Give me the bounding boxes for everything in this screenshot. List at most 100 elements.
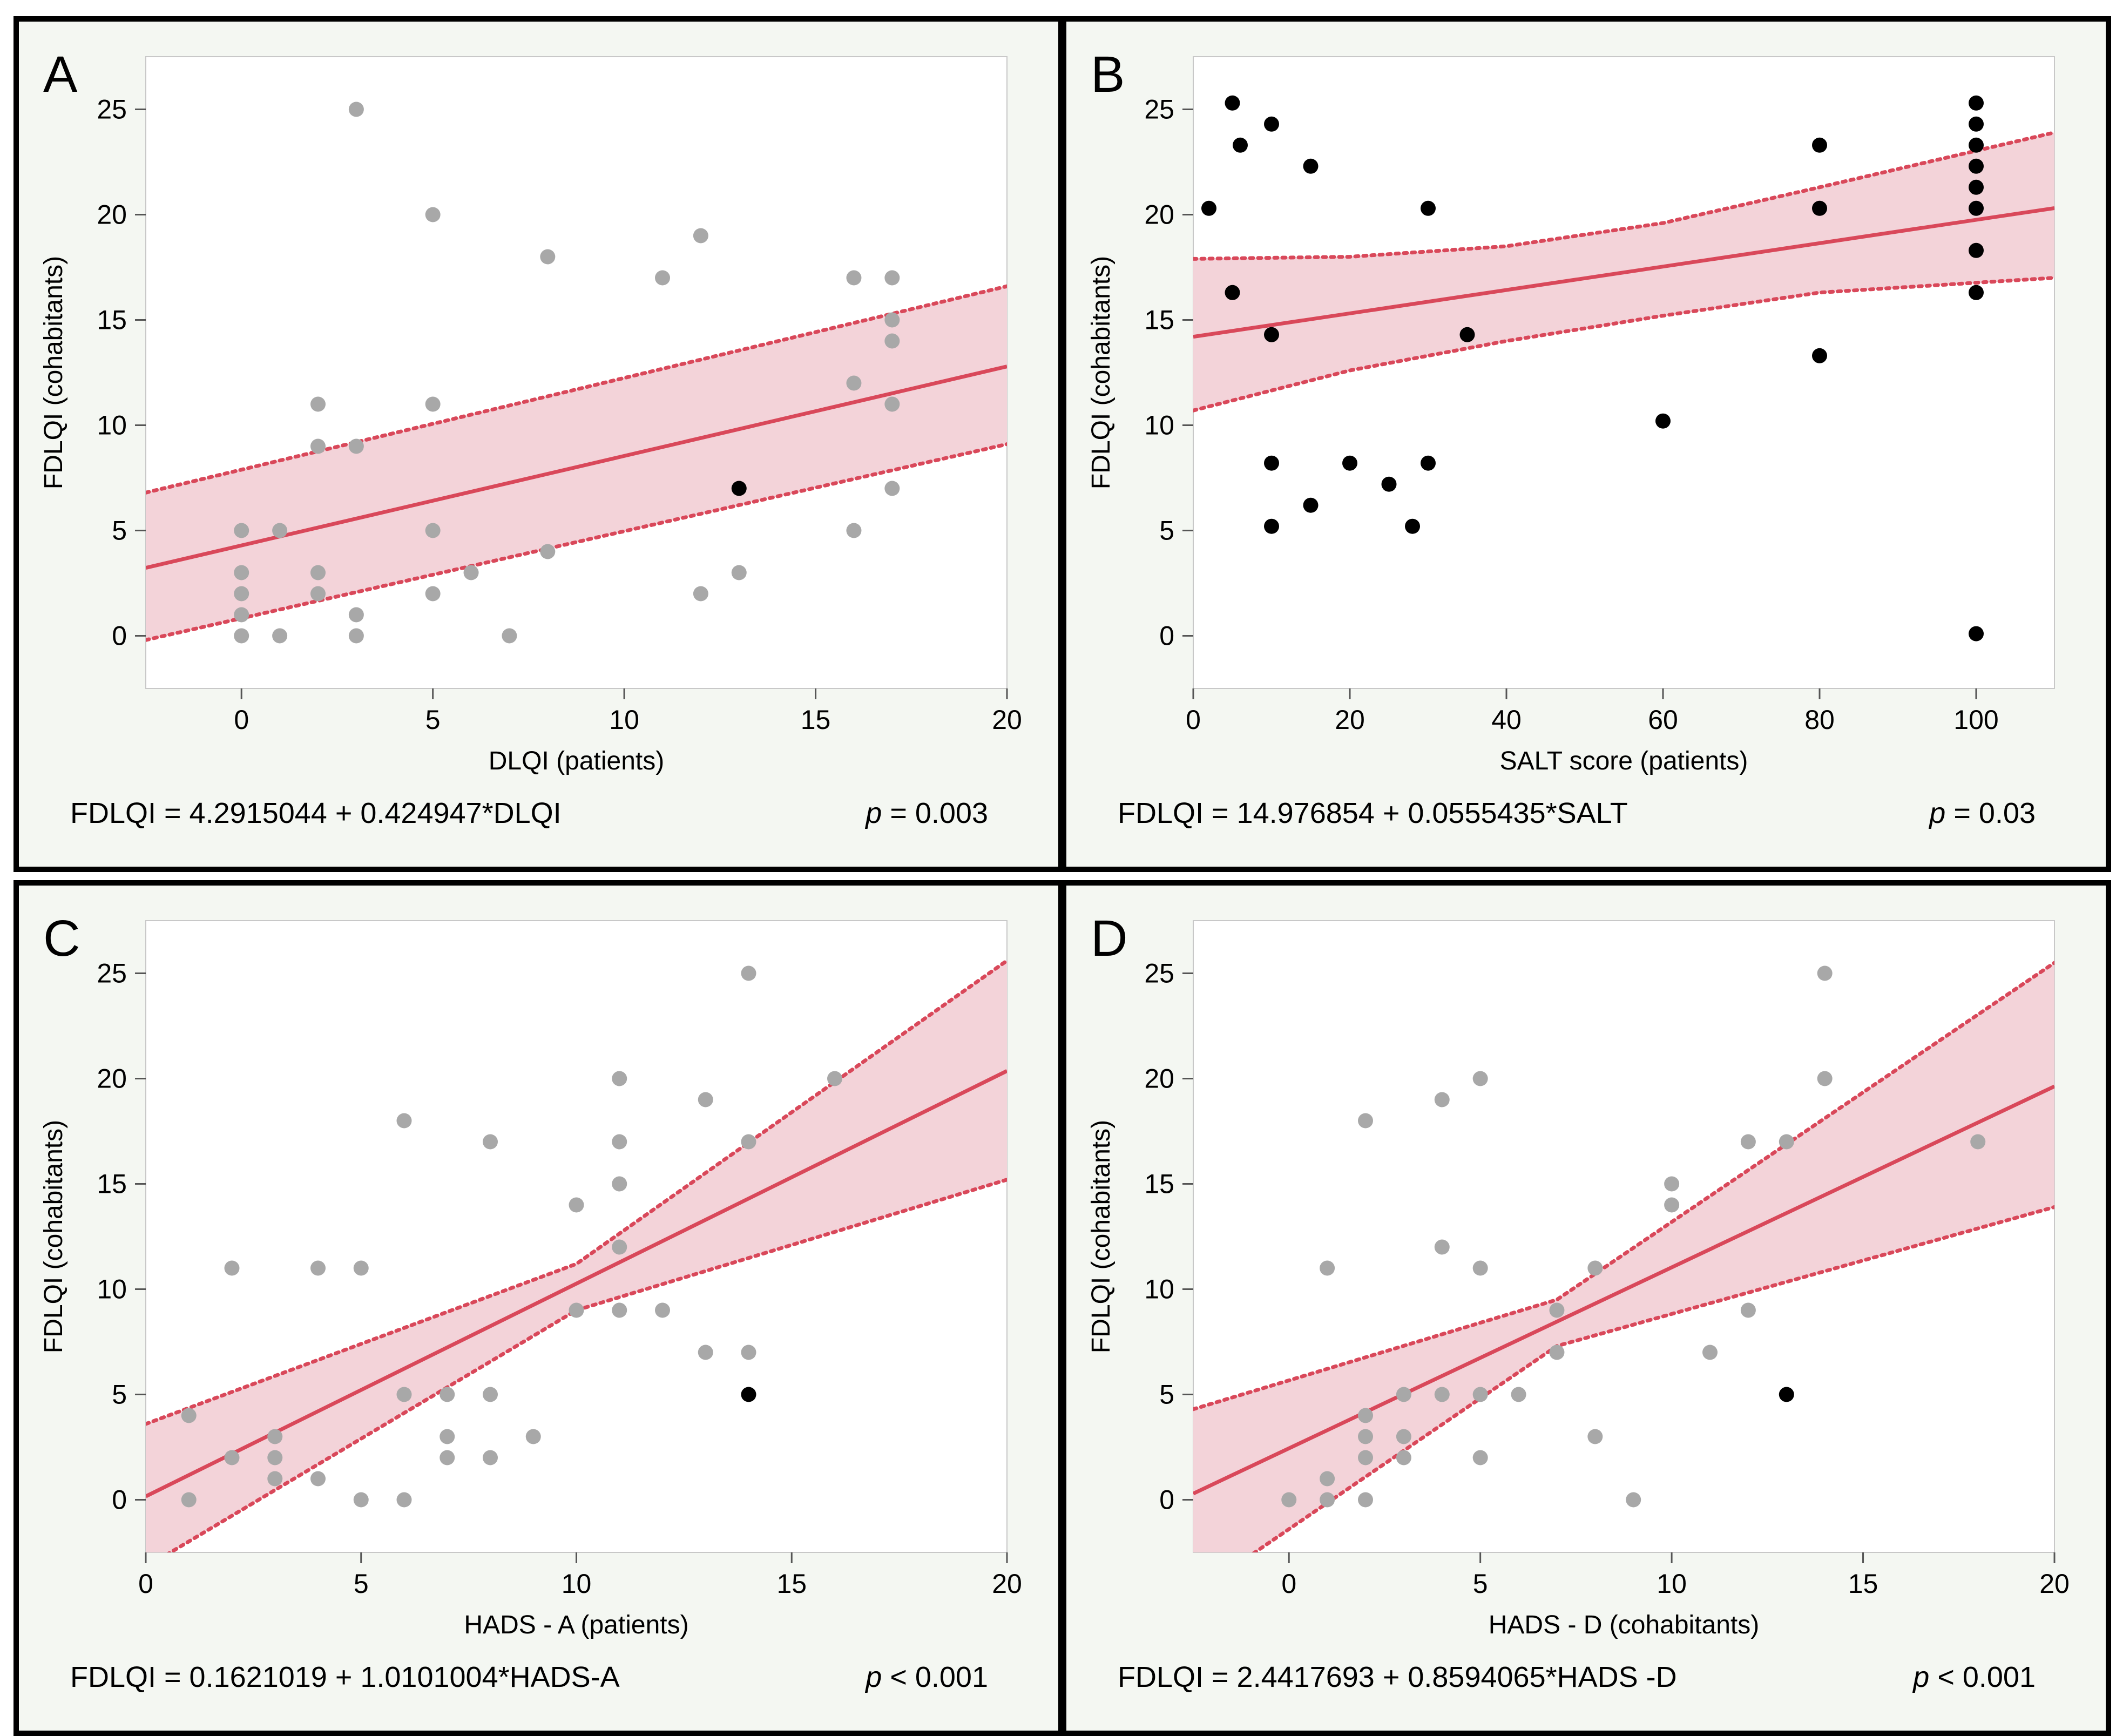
data-point <box>846 270 862 286</box>
data-point <box>1303 158 1319 174</box>
data-point-highlight <box>741 1387 756 1402</box>
data-point <box>440 1429 455 1444</box>
data-point <box>1812 348 1827 363</box>
data-point <box>884 333 900 349</box>
data-point <box>741 1134 756 1150</box>
data-point <box>234 607 249 623</box>
x-tick-label: 60 <box>1648 705 1678 735</box>
p-symbol: p <box>1929 797 1946 829</box>
y-tick-label: 15 <box>1144 305 1174 335</box>
p-value-b: p = 0.03 <box>1929 796 2036 830</box>
data-point <box>540 544 556 559</box>
data-point <box>1587 1260 1603 1276</box>
panel-label: C <box>43 910 80 967</box>
x-axis-label: DLQI (patients) <box>489 747 664 775</box>
x-tick-label: 20 <box>1335 705 1365 735</box>
data-point <box>1225 285 1240 300</box>
data-point <box>1396 1387 1411 1402</box>
data-point <box>846 523 862 538</box>
x-tick-label: 5 <box>425 705 441 735</box>
data-point <box>612 1071 627 1086</box>
data-point <box>1459 327 1475 342</box>
y-axis-label: FDLQI (cohabitants) <box>1087 1120 1116 1353</box>
scatter-plot-c: 0 5 10 15 20 0 5 10 15 20 25 HADS - A (patients) FDL… <box>39 910 1022 1639</box>
data-point <box>234 565 249 580</box>
y-axis-label: FDLQI (cohabitants) <box>39 1120 68 1353</box>
data-point <box>1812 137 1827 153</box>
data-point <box>884 312 900 328</box>
data-point <box>502 628 517 644</box>
data-point <box>1396 1429 1411 1444</box>
data-point <box>1358 1113 1373 1129</box>
data-point <box>440 1450 455 1465</box>
y-tick-label: 5 <box>1159 516 1174 546</box>
data-point <box>1626 1492 1641 1508</box>
y-tick-label: 20 <box>97 1064 127 1094</box>
data-point <box>693 228 708 244</box>
y-tick-label: 25 <box>1144 94 1174 125</box>
data-point <box>1969 137 1984 153</box>
data-point <box>1970 1134 1986 1150</box>
data-point <box>440 1387 455 1402</box>
data-point <box>1264 518 1279 534</box>
y-tick-label: 5 <box>1159 1380 1174 1410</box>
data-point <box>698 1345 713 1360</box>
data-point <box>353 1260 369 1276</box>
p-value-a: p = 0.003 <box>866 796 988 830</box>
y-tick-label: 20 <box>97 200 127 230</box>
x-tick-label: 40 <box>1491 705 1522 735</box>
data-point <box>310 1260 326 1276</box>
data-point <box>234 586 249 602</box>
data-point <box>1779 1134 1794 1150</box>
chart-panel-a: 0 5 10 15 20 0 5 10 15 20 25 DLQI (patients) FDLQI (… <box>13 16 1064 872</box>
data-point <box>540 249 556 265</box>
p-symbol: p <box>866 797 882 829</box>
regression-line <box>146 1069 1007 1498</box>
data-point <box>1740 1302 1756 1318</box>
x-tick-label: 0 <box>1281 1569 1296 1599</box>
p-value-text: < 0.001 <box>890 1661 988 1693</box>
data-point-highlight <box>731 481 747 496</box>
data-point <box>463 565 479 580</box>
data-point <box>234 523 249 538</box>
y-tick-label: 0 <box>112 621 127 651</box>
data-point <box>698 1092 713 1107</box>
data-point <box>1587 1429 1603 1444</box>
data-point <box>1664 1197 1680 1213</box>
p-value-d: p < 0.001 <box>1913 1660 2036 1694</box>
data-point <box>1812 200 1827 216</box>
scatter-plot-b: 0 20 40 60 80 100 0 5 10 15 20 25 SALT score (patien… <box>1087 46 2055 775</box>
data-point <box>1434 1387 1450 1402</box>
data-point <box>1358 1408 1373 1423</box>
y-tick-label: 15 <box>97 305 127 335</box>
data-point <box>267 1429 283 1444</box>
x-tick-label: 15 <box>801 705 831 735</box>
data-point <box>1969 116 1984 132</box>
x-tick-label: 15 <box>1848 1569 1878 1599</box>
y-tick-label: 20 <box>1144 1064 1174 1094</box>
panel-label: D <box>1091 910 1128 967</box>
data-point <box>1664 1176 1680 1192</box>
data-point <box>1320 1471 1335 1487</box>
data-point <box>348 607 364 623</box>
data-point <box>181 1492 197 1508</box>
data-point <box>1405 518 1420 534</box>
data-point <box>396 1113 412 1129</box>
data-point <box>612 1176 627 1192</box>
data-point <box>1655 413 1671 429</box>
data-point <box>569 1302 584 1318</box>
data-point <box>1358 1429 1373 1444</box>
confidence-band <box>146 286 1007 640</box>
data-point <box>1434 1092 1450 1107</box>
y-tick-label: 10 <box>97 1274 127 1305</box>
data-point <box>425 523 441 538</box>
confidence-upper-line <box>1193 130 2054 261</box>
data-point <box>310 438 326 454</box>
data-point <box>1472 1450 1488 1465</box>
data-point <box>348 438 364 454</box>
confidence-lower-line <box>1193 276 2054 413</box>
data-point <box>827 1071 842 1086</box>
data-point <box>1969 158 1984 174</box>
x-tick-label: 0 <box>138 1569 153 1599</box>
data-point <box>353 1492 369 1508</box>
